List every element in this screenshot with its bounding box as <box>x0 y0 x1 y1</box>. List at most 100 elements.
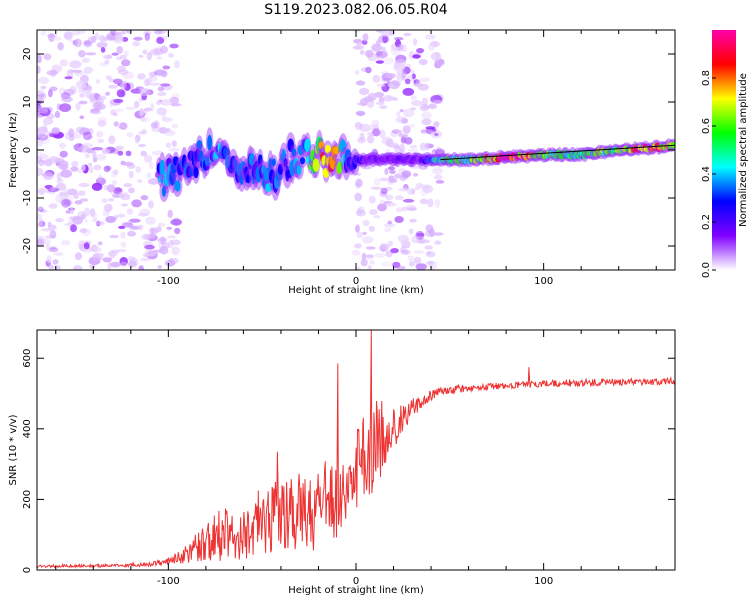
noise-blob <box>169 43 179 49</box>
noise-blob <box>159 45 169 54</box>
noise-blob <box>433 61 441 69</box>
noise-blob <box>89 208 96 218</box>
noise-blob <box>67 188 78 196</box>
noise-blob <box>403 250 411 255</box>
noise-blob <box>102 209 110 217</box>
noise-blob <box>425 224 434 233</box>
noise-blob <box>120 241 127 248</box>
colorbar-gradient <box>712 30 736 270</box>
noise-blob <box>376 83 385 87</box>
signal-cell <box>333 146 340 155</box>
signal-cell <box>299 157 306 165</box>
noise-blob <box>113 98 124 103</box>
noise-blob <box>434 126 439 130</box>
noise-blob <box>108 84 118 89</box>
noise-blob <box>143 30 152 36</box>
noise-blob <box>402 87 415 96</box>
noise-blob <box>131 225 140 230</box>
noise-blob <box>40 92 47 100</box>
noise-blob <box>55 218 64 223</box>
noise-blob <box>119 54 128 60</box>
noise-blob <box>416 232 425 237</box>
noise-blob <box>52 259 59 265</box>
noise-blob <box>139 208 151 216</box>
noise-blob <box>397 129 403 136</box>
noise-blob <box>400 249 410 255</box>
noise-blob <box>109 250 116 259</box>
noise-blob <box>143 154 153 163</box>
signal-cell <box>174 180 181 192</box>
noise-blob <box>75 103 82 110</box>
colorbar: 0.0 0.2 0.4 0.6 0.8 Normalized spectral ampl… <box>701 30 749 278</box>
noise-blob <box>425 126 436 130</box>
signal-cell <box>322 167 330 178</box>
noise-blob <box>38 94 43 102</box>
noise-blob <box>40 135 50 145</box>
noise-blob <box>382 49 388 58</box>
noise-blob <box>91 35 97 43</box>
noise-blob <box>48 264 54 270</box>
noise-blob <box>381 136 393 146</box>
noise-blob <box>424 261 434 267</box>
noise-blob <box>69 30 81 36</box>
signal-cell <box>159 159 165 176</box>
noise-blob <box>160 236 166 245</box>
noise-blob <box>379 105 388 110</box>
noise-blob <box>61 198 71 208</box>
noise-blob <box>171 246 180 256</box>
noise-blob <box>96 42 108 48</box>
noise-blob <box>360 49 365 55</box>
snr-x-tick-label: 100 <box>534 576 553 587</box>
colorbar-tick-label: 0.8 <box>701 70 712 86</box>
noise-blob <box>432 99 443 104</box>
noise-blob <box>89 110 102 115</box>
signal-cell <box>258 154 263 166</box>
noise-blob <box>169 96 180 105</box>
noise-blob <box>174 227 181 235</box>
noise-blob <box>415 263 427 270</box>
noise-blob <box>105 91 111 96</box>
noise-blob <box>379 199 384 203</box>
noise-blob <box>37 139 43 147</box>
noise-blob <box>375 101 385 105</box>
noise-blob <box>364 49 374 58</box>
noise-blob <box>78 50 86 58</box>
noise-blob <box>366 164 375 169</box>
signal-cell <box>158 174 163 183</box>
noise-blob <box>365 66 372 74</box>
noise-blob <box>428 43 435 51</box>
noise-blob <box>83 250 91 254</box>
signal-cell <box>214 151 219 159</box>
noise-blob <box>141 116 151 122</box>
noise-blob <box>121 82 127 89</box>
noise-blob <box>120 231 126 239</box>
noise-blob <box>148 200 154 209</box>
noise-blob <box>84 207 91 217</box>
figure-title: S119.2023.082.06.05.R04 <box>264 2 447 18</box>
noise-blob <box>381 261 393 267</box>
noise-blob <box>137 179 143 183</box>
noise-blob <box>56 172 62 181</box>
noise-blob <box>66 69 74 79</box>
noise-blob <box>69 207 75 215</box>
noise-blob <box>372 74 381 83</box>
noise-blob <box>156 107 167 116</box>
noise-blob <box>389 170 396 174</box>
noise-blob <box>88 166 94 173</box>
noise-blob <box>135 134 141 143</box>
noise-blob <box>372 128 381 137</box>
noise-blob <box>382 35 389 44</box>
noise-blob <box>122 71 135 80</box>
noise-blob <box>54 110 61 119</box>
noise-blob <box>102 37 108 42</box>
noise-blob <box>426 251 432 255</box>
signal-cell <box>304 138 311 153</box>
noise-blob <box>410 107 417 111</box>
noise-blob <box>355 209 367 217</box>
noise-blob <box>359 87 370 96</box>
noise-blob <box>370 123 375 132</box>
noise-blob <box>42 117 54 125</box>
noise-blob <box>155 100 162 106</box>
noise-blob <box>50 69 57 78</box>
